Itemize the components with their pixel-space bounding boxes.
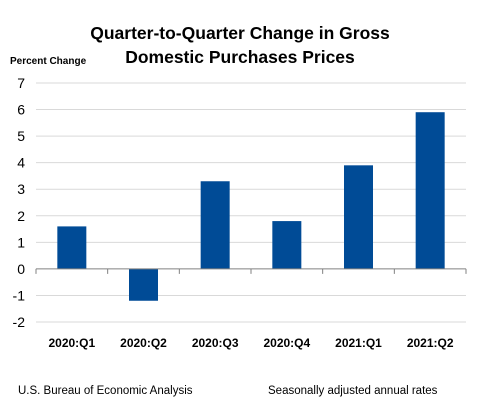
y-tick-label: 0 bbox=[17, 261, 25, 277]
y-tick-label: 6 bbox=[17, 102, 25, 118]
bar-2020:Q3 bbox=[200, 181, 230, 269]
x-tick-label: 2021:Q1 bbox=[335, 336, 382, 350]
y-tick-label: 1 bbox=[17, 234, 25, 250]
bar-2020:Q4 bbox=[272, 221, 302, 269]
y-tick-label: 7 bbox=[17, 75, 25, 91]
bar-2020:Q1 bbox=[57, 226, 87, 269]
y-tick-label: 5 bbox=[17, 128, 25, 144]
x-tick-label: 2020:Q4 bbox=[263, 336, 310, 350]
bar-2021:Q2 bbox=[415, 112, 445, 269]
y-tick-label: -1 bbox=[13, 287, 26, 303]
x-tick-label: 2020:Q1 bbox=[48, 336, 95, 350]
footnote: Seasonally adjusted annual rates bbox=[268, 385, 438, 397]
x-tick-label: 2021:Q2 bbox=[407, 336, 454, 350]
y-tick-label: 2 bbox=[17, 208, 25, 224]
bar-2020:Q2 bbox=[129, 268, 158, 301]
x-tick-label: 2020:Q3 bbox=[192, 336, 239, 350]
chart-title-line-1: Quarter-to-Quarter Change in Gross bbox=[90, 23, 390, 43]
y-tick-label: 4 bbox=[17, 155, 25, 171]
chart-title-line-2: Domestic Purchases Prices bbox=[125, 47, 355, 67]
y-tick-label: -2 bbox=[13, 314, 26, 330]
bar-2021:Q1 bbox=[344, 165, 373, 269]
y-axis-label: Percent Change bbox=[10, 56, 87, 67]
x-tick-label: 2020:Q2 bbox=[120, 336, 167, 350]
source-note: U.S. Bureau of Economic Analysis bbox=[18, 385, 193, 397]
y-tick-label: 3 bbox=[17, 181, 25, 197]
